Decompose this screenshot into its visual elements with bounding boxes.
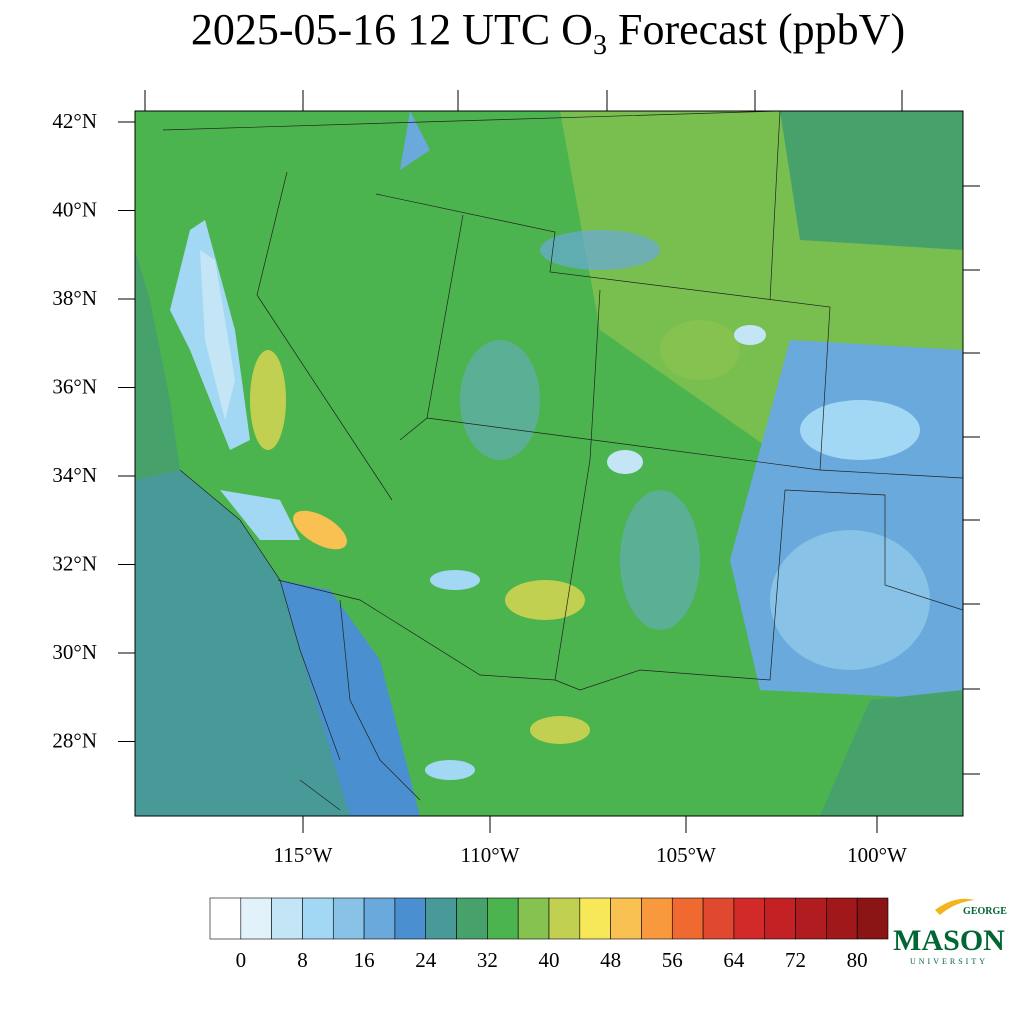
lon-label: 115°W: [274, 843, 333, 867]
colorbar-box: [487, 897, 519, 940]
colorbar-label: 40: [539, 948, 560, 972]
title-text: 2025-05-16 12 UTC O: [191, 5, 593, 54]
colorbar-label: 8: [297, 948, 308, 972]
lat-label: 34°N: [52, 463, 97, 487]
colorbar-box: [671, 897, 704, 940]
colorbar-label: 56: [662, 948, 683, 972]
colorbar-box: [456, 897, 488, 940]
colorbar-box: [271, 897, 303, 940]
lon-label: 110°W: [461, 843, 520, 867]
colorbar-label: 72: [785, 948, 806, 972]
lat-label: 30°N: [52, 640, 97, 664]
colorbar-box: [641, 897, 673, 940]
colorbar-box: [302, 897, 334, 940]
lat-label: 38°N: [52, 286, 97, 310]
colorbar-box: [548, 897, 581, 940]
colorbar-box: [826, 897, 858, 940]
colorbar-box: [579, 897, 611, 940]
colorbar-box: [702, 897, 735, 940]
title-subscript: 3: [593, 30, 607, 61]
colorbar-box: [394, 897, 427, 940]
logo: GEORGE MASON UNIVERSITY: [893, 898, 1007, 966]
map-frame: [134, 110, 964, 817]
colorbar-box: [209, 897, 242, 940]
colorbar-label: 80: [847, 948, 868, 972]
lat-label: 28°N: [52, 728, 97, 752]
lat-label: 42°N: [52, 109, 97, 133]
colorbar-box: [733, 897, 766, 940]
lon-label: 100°W: [847, 843, 907, 867]
colorbar-box: [795, 897, 827, 940]
colorbar-box: [517, 897, 550, 940]
colorbar-label: 16: [354, 948, 375, 972]
colorbar-box: [425, 897, 457, 940]
lat-label: 40°N: [52, 197, 97, 221]
logo-main: MASON: [893, 924, 1005, 957]
colorbar-label: 64: [723, 948, 745, 972]
lat-label: 36°N: [52, 374, 97, 398]
logo-top: GEORGE: [963, 906, 1007, 917]
logo-bottom: UNIVERSITY: [910, 957, 988, 966]
colorbar-box: [610, 897, 642, 940]
colorbar-label: 0: [236, 948, 247, 972]
colorbar-label: 24: [415, 948, 437, 972]
colorbar-box: [332, 897, 365, 940]
lon-label: 105°W: [656, 843, 716, 867]
title-text: Forecast (ppbV): [607, 5, 905, 54]
colorbar-box: [764, 897, 796, 940]
colorbar-box: [363, 897, 396, 940]
colorbar-box: [856, 897, 889, 940]
colorbar-box: [240, 897, 272, 940]
lat-label: 32°N: [52, 551, 97, 575]
colorbar: 0 8 16 24 32 40 48 56 64 72 80: [209, 897, 889, 972]
title: 2025-05-16 12 UTC O3 Forecast (ppbV): [191, 5, 905, 61]
colorbar-label: 32: [477, 948, 498, 972]
colorbar-label: 48: [600, 948, 621, 972]
map: [118, 90, 980, 833]
